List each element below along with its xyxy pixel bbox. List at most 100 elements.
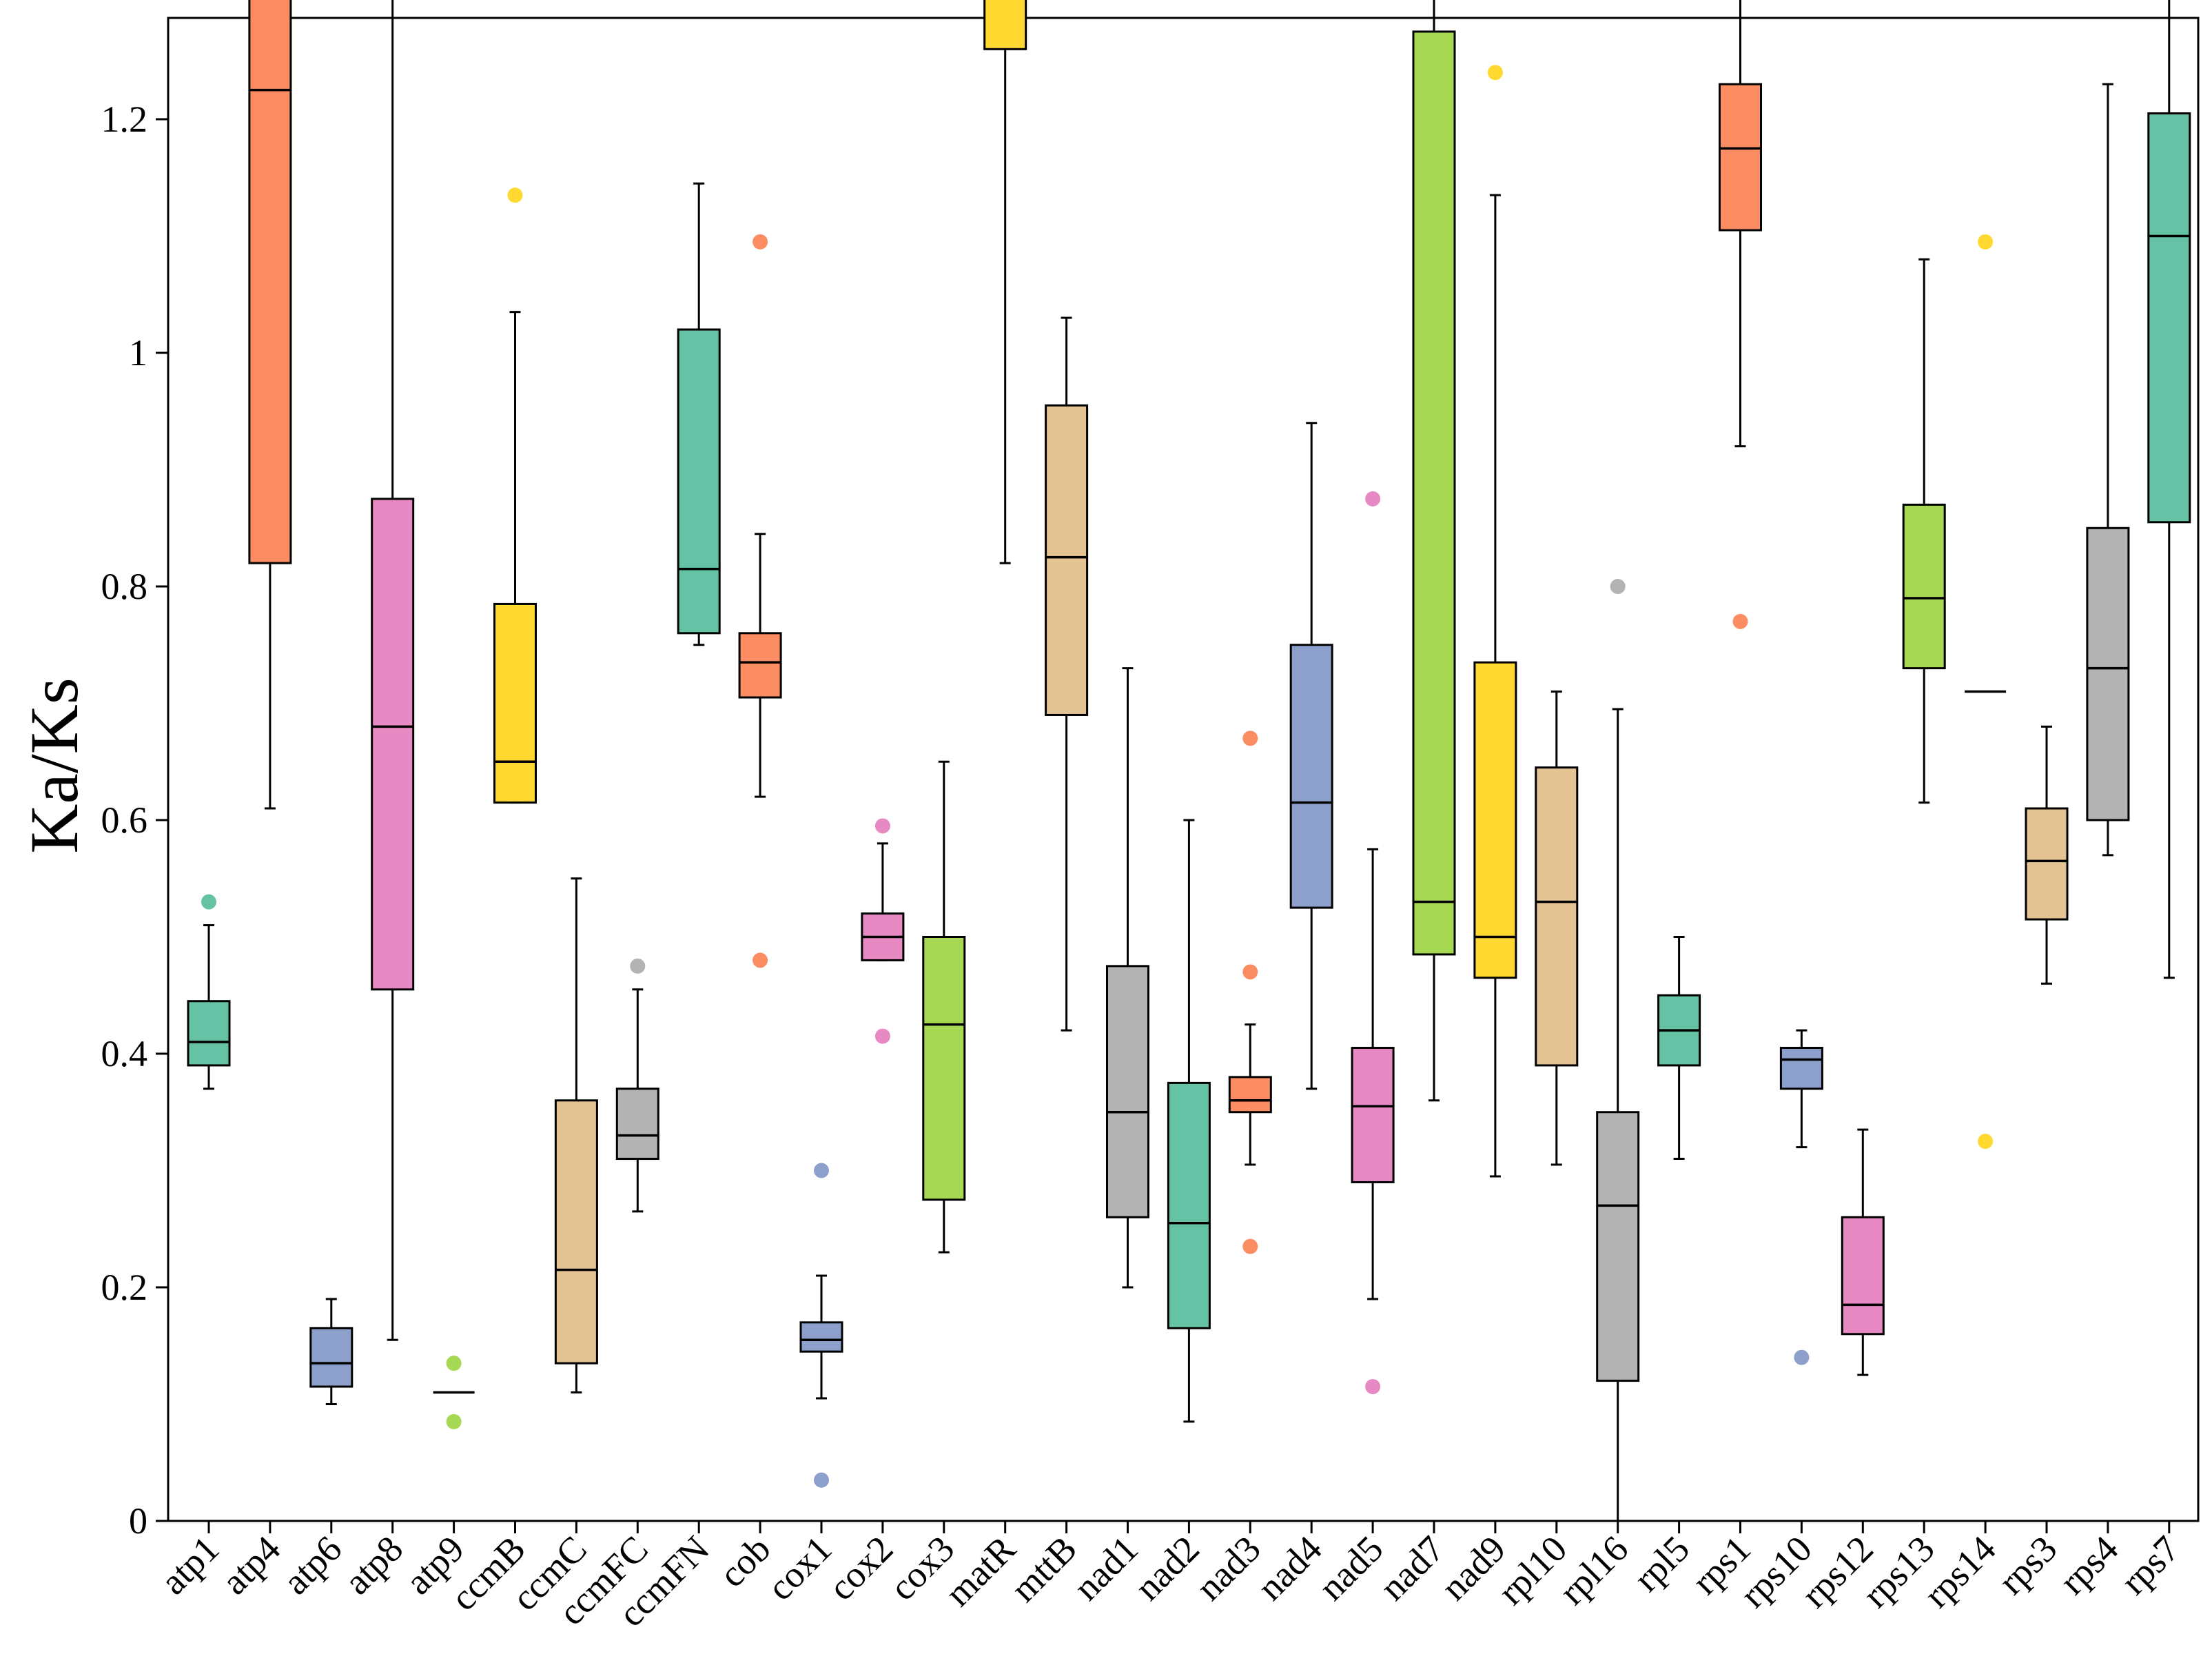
x-tick-label: cox1: [759, 1528, 840, 1608]
outlier-point: [1365, 1379, 1381, 1395]
box-iqr: [1596, 1111, 1640, 1382]
box-iqr: [1228, 1076, 1272, 1114]
outlier-point: [446, 1413, 462, 1429]
x-tick-label: nad7: [1372, 1528, 1453, 1608]
x-tick-label: rps14: [1916, 1528, 2003, 1615]
box-iqr: [248, 0, 292, 564]
outlier-point: [1487, 65, 1503, 81]
box-cox2: [861, 818, 905, 1044]
outlier-point: [1365, 491, 1381, 507]
box-cob: [738, 234, 782, 968]
box-rpl10: [1535, 691, 1579, 1166]
x-tick-label: mttB: [1003, 1528, 1085, 1610]
box-ccmC: [554, 877, 598, 1394]
box-iqr: [371, 498, 415, 991]
x-tick-label: rps10: [1732, 1528, 1820, 1615]
x-tick-label: nad2: [1127, 1528, 1207, 1608]
x-tick-label: rps13: [1854, 1528, 1942, 1615]
y-tick-label: 1: [129, 332, 147, 374]
box-nad4: [1289, 422, 1333, 1090]
box-iqr: [922, 936, 966, 1201]
box-mttB: [1045, 316, 1089, 1032]
outlier-point: [1242, 730, 1258, 746]
x-tick-label: atp1: [152, 1528, 227, 1602]
box-atp4: [248, 0, 292, 810]
outlier-point: [201, 894, 216, 910]
box-rps14: [1965, 234, 2007, 1149]
x-tick-label: nad1: [1065, 1528, 1146, 1608]
box-atp1: [187, 894, 231, 1090]
box-nad5: [1351, 491, 1395, 1395]
box-atp6: [309, 1298, 354, 1405]
box-ccmFC: [615, 958, 659, 1213]
x-tick-label: rps4: [2051, 1528, 2126, 1602]
x-tick-label: nad9: [1433, 1528, 1514, 1608]
x-tick-label: cox2: [821, 1528, 901, 1608]
box-matR: [983, 0, 1027, 564]
y-axis: 00.20.40.60.811.21.41.61.822.22.4: [101, 99, 168, 1542]
box-iqr: [1412, 30, 1456, 956]
x-tick-label: rpl5: [1626, 1528, 1697, 1600]
box-iqr: [1167, 1081, 1211, 1329]
outlier-point: [1610, 579, 1626, 594]
box-atp8: [371, 0, 415, 1341]
y-tick-label: 1.2: [101, 99, 148, 140]
box-iqr: [2025, 807, 2069, 921]
x-tick-label: rpl10: [1490, 1528, 1575, 1613]
y-tick-label: 0: [129, 1500, 147, 1542]
y-tick-label: 0.4: [101, 1033, 148, 1074]
box-cox1: [799, 1163, 843, 1488]
x-tick-label: matR: [937, 1528, 1023, 1614]
box-iqr: [187, 1000, 231, 1067]
x-axis: atp1atp4atp6atp8atp9ccmBccmCccmFCccmFNco…: [152, 1521, 2187, 1635]
outlier-point: [752, 952, 768, 968]
box-iqr: [799, 1321, 843, 1353]
x-tick-label: atp4: [214, 1528, 288, 1602]
box-iqr: [1106, 965, 1149, 1218]
box-rps13: [1902, 258, 1946, 804]
box-iqr: [309, 1327, 354, 1388]
box-iqr: [1719, 83, 1762, 232]
outlier-point: [507, 187, 523, 203]
box-iqr: [983, 0, 1027, 50]
box-nad9: [1473, 65, 1517, 1178]
outlier-point: [1242, 964, 1258, 980]
box-cox3: [922, 760, 966, 1254]
outlier-point: [1794, 1349, 1810, 1365]
outlier-point: [814, 1472, 829, 1488]
box-rpl5: [1657, 936, 1701, 1161]
box-rpl16: [1596, 579, 1640, 1522]
box-iqr: [1045, 404, 1089, 716]
box-iqr: [1535, 766, 1579, 1067]
y-tick-label: 0.2: [101, 1267, 148, 1308]
box-atp9: [433, 1356, 475, 1429]
outlier-point: [630, 958, 646, 974]
box-ccmB: [493, 187, 537, 804]
y-tick-label: 0.6: [101, 799, 148, 841]
box-iqr: [2147, 112, 2191, 524]
box-iqr: [1779, 1047, 1823, 1090]
outlier-point: [1732, 613, 1748, 629]
outlier-point: [1242, 1238, 1258, 1254]
box-nad1: [1106, 667, 1149, 1289]
boxes-group: [187, 0, 2191, 1522]
box-rps4: [2086, 83, 2130, 857]
box-rps12: [1841, 1128, 1885, 1376]
x-tick-label: atp6: [275, 1528, 349, 1602]
outlier-point: [446, 1356, 462, 1371]
outlier-point: [752, 234, 768, 249]
box-iqr: [1841, 1216, 1885, 1336]
outlier-point: [814, 1163, 829, 1178]
box-iqr: [1351, 1047, 1395, 1183]
box-rps7: [2147, 0, 2191, 979]
y-axis-title: Ka/Ks: [16, 677, 92, 854]
box-nad2: [1167, 819, 1211, 1423]
box-iqr: [554, 1099, 598, 1365]
outlier-point: [874, 1028, 890, 1044]
box-iqr: [615, 1087, 659, 1161]
box-rps1: [1719, 0, 1762, 629]
box-iqr: [677, 328, 721, 635]
box-nad7: [1412, 0, 1456, 1102]
x-tick-label: rps7: [2113, 1528, 2187, 1602]
x-tick-label: rps3: [1990, 1528, 2065, 1602]
